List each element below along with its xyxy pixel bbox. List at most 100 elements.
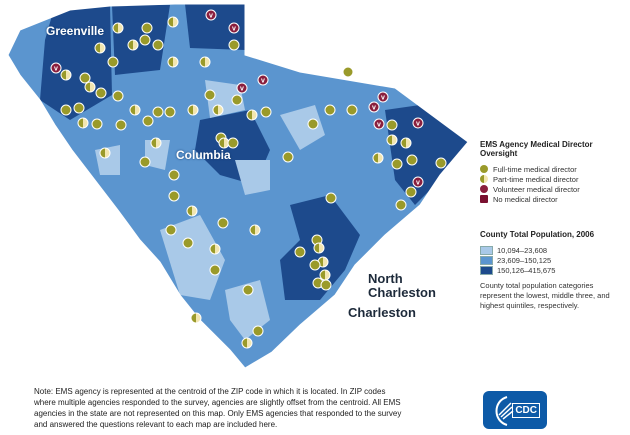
full-time-marker <box>204 89 216 101</box>
volunteer-marker-glyph: v <box>261 78 265 85</box>
cdc-logo-text: CDC <box>512 403 540 418</box>
full-time-marker <box>435 157 447 169</box>
full-time-marker <box>391 158 403 170</box>
county-barnwell-allendale <box>160 215 225 300</box>
part-time-marker-half <box>373 153 378 163</box>
full-time-marker <box>217 217 229 229</box>
legend-label: 150,126–415,675 <box>497 265 556 275</box>
full-time-marker <box>324 104 336 116</box>
part-time-marker-half <box>219 138 224 148</box>
volunteer-icon <box>480 185 488 193</box>
part-time-marker-half <box>314 243 319 253</box>
legend-pop-low: 10,094–23,608 <box>480 245 630 255</box>
north-charleston-line2: Charleston <box>368 285 436 300</box>
part-time-marker-half <box>187 206 192 216</box>
volunteer-marker <box>368 101 380 113</box>
full-time-marker <box>182 237 194 249</box>
full-time-marker <box>73 102 85 114</box>
county-saluda <box>145 140 170 170</box>
county-hampton <box>225 280 270 340</box>
volunteer-marker-glyph: v <box>377 122 381 129</box>
swatch-dark <box>480 265 493 275</box>
population-note: County total population categories repre… <box>480 281 610 310</box>
part-time-marker-half <box>128 40 133 50</box>
part-time-marker-half <box>85 82 90 92</box>
full-time-marker <box>346 104 358 116</box>
part-time-marker-half <box>191 313 196 323</box>
volunteer-marker-glyph: v <box>416 180 420 187</box>
population-legend-title: County Total Population, 2006 <box>480 230 595 239</box>
part-time-marker-half <box>387 135 392 145</box>
part-time-marker-half <box>168 57 173 67</box>
volunteer-marker <box>228 22 240 34</box>
volunteer-marker-glyph: v <box>381 95 385 102</box>
full-time-marker <box>320 279 332 291</box>
part-time-marker-half <box>188 105 193 115</box>
full-time-marker <box>112 90 124 102</box>
city-label-charleston: Charleston <box>348 305 416 320</box>
footnote: Note: EMS agency is represented at the c… <box>34 387 402 429</box>
part-time-marker-half <box>247 110 252 120</box>
full-time-marker <box>168 169 180 181</box>
part-time-marker-half <box>242 338 247 348</box>
legend-label: 23,609–150,125 <box>497 255 552 265</box>
part-time-marker-half <box>130 105 135 115</box>
full-time-marker <box>307 118 319 130</box>
legend-pop-mid: 23,609–150,125 <box>480 255 630 265</box>
part-time-marker-half <box>210 244 215 254</box>
county-horry <box>385 105 468 205</box>
full-time-marker <box>95 87 107 99</box>
legend-part-time: Part-time medical director <box>480 174 630 184</box>
volunteer-marker-glyph: v <box>416 121 420 128</box>
full-time-marker <box>406 154 418 166</box>
part-time-marker-half <box>200 57 205 67</box>
volunteer-marker <box>205 9 217 21</box>
full-time-marker <box>309 259 321 271</box>
full-time-icon <box>480 165 488 173</box>
full-time-marker <box>139 156 151 168</box>
full-time-marker <box>60 104 72 116</box>
legend: EMS Agency Medical Director Oversight Fu… <box>480 140 630 311</box>
full-time-marker <box>325 192 337 204</box>
full-time-marker <box>165 224 177 236</box>
full-time-marker <box>115 119 127 131</box>
full-time-marker <box>386 119 398 131</box>
full-time-marker <box>282 151 294 163</box>
county-lee <box>280 105 325 150</box>
volunteer-marker-glyph: v <box>232 26 236 33</box>
full-time-marker <box>294 246 306 258</box>
volunteer-marker-glyph: v <box>54 66 58 73</box>
volunteer-marker-glyph: v <box>240 86 244 93</box>
full-time-marker <box>342 66 354 78</box>
legend-volunteer: Volunteer medical director <box>480 184 630 194</box>
part-time-marker-half <box>78 118 83 128</box>
full-time-marker <box>242 284 254 296</box>
part-time-marker-half <box>401 138 406 148</box>
full-time-marker <box>227 137 239 149</box>
part-time-marker-half <box>213 105 218 115</box>
county-calhoun <box>235 160 270 195</box>
legend-label: Full-time medical director <box>493 164 577 174</box>
full-time-marker <box>139 34 151 46</box>
full-time-marker <box>141 22 153 34</box>
full-time-marker <box>152 39 164 51</box>
legend-label: No medical director <box>493 194 558 204</box>
full-time-marker <box>107 56 119 68</box>
part-time-icon <box>480 175 488 183</box>
volunteer-marker <box>257 74 269 86</box>
volunteer-marker <box>50 62 62 74</box>
swatch-mid <box>480 255 493 265</box>
volunteer-marker <box>377 91 389 103</box>
part-time-marker-half <box>61 70 66 80</box>
city-label-greenville: Greenville <box>46 24 105 38</box>
volunteer-marker <box>373 118 385 130</box>
part-time-marker-half <box>320 270 325 280</box>
part-time-marker-half <box>95 43 100 53</box>
county-greenville <box>40 5 112 120</box>
volunteer-marker <box>412 117 424 129</box>
part-time-marker-half <box>168 17 173 27</box>
full-time-marker <box>405 186 417 198</box>
